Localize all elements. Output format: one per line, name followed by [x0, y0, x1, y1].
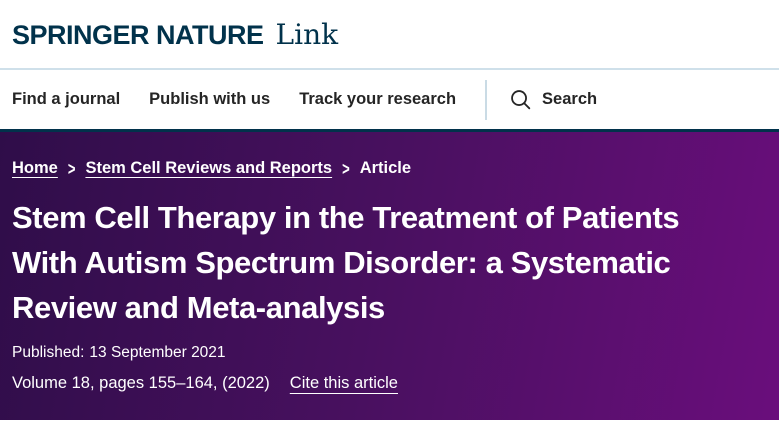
- header-accent-bar: [0, 129, 779, 132]
- article-title: Stem Cell Therapy in the Treatment of Pa…: [12, 200, 680, 325]
- published-label: Published:: [12, 343, 85, 361]
- nav-publish-with-us[interactable]: Publish with us: [149, 90, 271, 108]
- search-button-label: Search: [542, 90, 598, 108]
- main-nav: Find a journal Publish with us Track you…: [0, 70, 779, 129]
- logo-row: SPRINGER NATURE Link: [0, 0, 779, 70]
- site-header: SPRINGER NATURE Link Find a journal Publ…: [0, 0, 779, 132]
- breadcrumb-article: Article: [359, 159, 412, 177]
- logo-wordmark: SPRINGER NATURE: [12, 19, 264, 50]
- volume-pages-info: Volume 18, pages 155–164, (2022): [12, 373, 270, 392]
- published-date: 13 September 2021: [89, 343, 226, 361]
- nav-find-a-journal[interactable]: Find a journal: [12, 90, 121, 108]
- springer-nature-link-logo[interactable]: SPRINGER NATURE Link: [12, 18, 338, 51]
- nav-divider: [485, 79, 488, 120]
- nav-track-your-research[interactable]: Track your research: [299, 90, 457, 108]
- breadcrumb-home[interactable]: Home: [12, 159, 58, 177]
- search-icon: [509, 88, 532, 111]
- breadcrumb: Home > Stem Cell Reviews and Reports > A…: [12, 158, 767, 179]
- search-button[interactable]: Search: [505, 88, 597, 111]
- cite-this-article-link[interactable]: Cite this article: [289, 373, 398, 392]
- volume-line: Volume 18, pages 155–164, (2022) Cite th…: [12, 374, 767, 393]
- breadcrumb-separator-icon: >: [67, 158, 76, 179]
- breadcrumb-separator-icon: >: [342, 158, 350, 179]
- breadcrumb-journal[interactable]: Stem Cell Reviews and Reports: [85, 159, 333, 177]
- article-hero: Home > Stem Cell Reviews and Reports > A…: [0, 132, 779, 420]
- logo-suffix: Link: [275, 17, 339, 51]
- published-line: Published: 13 September 2021: [12, 344, 767, 362]
